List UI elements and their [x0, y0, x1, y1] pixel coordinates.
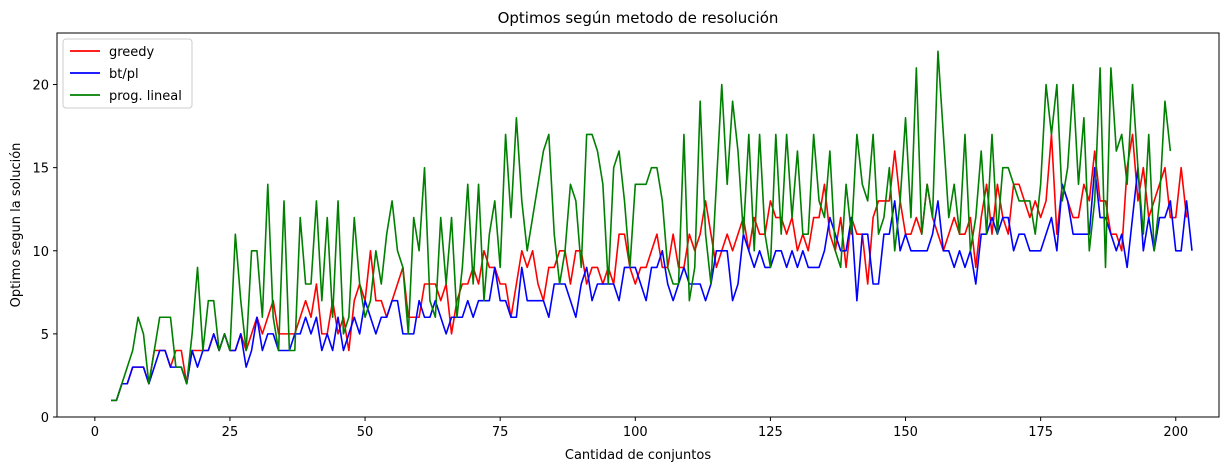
x-tick-label: 25: [222, 425, 239, 440]
y-axis-title: Optimo segun la solución: [9, 143, 24, 308]
x-axis-title: Cantidad de conjuntos: [565, 448, 711, 463]
series-line-greedy: [111, 133, 1188, 402]
x-tick-label: 175: [1028, 425, 1053, 440]
y-axis: 0 5 10 15 20: [32, 79, 57, 426]
x-tick-label: 75: [492, 425, 509, 440]
x-tick-label: 50: [357, 425, 374, 440]
y-tick-label: 20: [32, 79, 49, 94]
series-line-bt-pl: [111, 166, 1193, 402]
legend: greedy bt/pl prog. lineal: [62, 38, 193, 109]
x-tick-label: 150: [893, 425, 918, 440]
legend-box: [62, 38, 193, 109]
plot-area: [111, 50, 1193, 402]
legend-label: greedy: [109, 45, 155, 60]
legend-label: prog. lineal: [109, 89, 182, 104]
chart-title: Optimos según metodo de resolución: [498, 9, 779, 27]
legend-label: bt/pl: [109, 67, 139, 82]
x-tick-label: 100: [623, 425, 648, 440]
x-tick-label: 0: [91, 425, 99, 440]
x-tick-label: 125: [758, 425, 783, 440]
x-tick-label: 200: [1163, 425, 1188, 440]
y-tick-label: 10: [32, 245, 49, 260]
y-tick-label: 0: [41, 411, 49, 426]
y-tick-label: 15: [32, 162, 49, 177]
axes-frame: [56, 32, 1220, 418]
series-line-prog-lineal: [111, 50, 1172, 402]
x-axis: 0 25 50 75 100 125 150 175 200: [91, 417, 1188, 440]
y-tick-label: 5: [41, 328, 49, 343]
